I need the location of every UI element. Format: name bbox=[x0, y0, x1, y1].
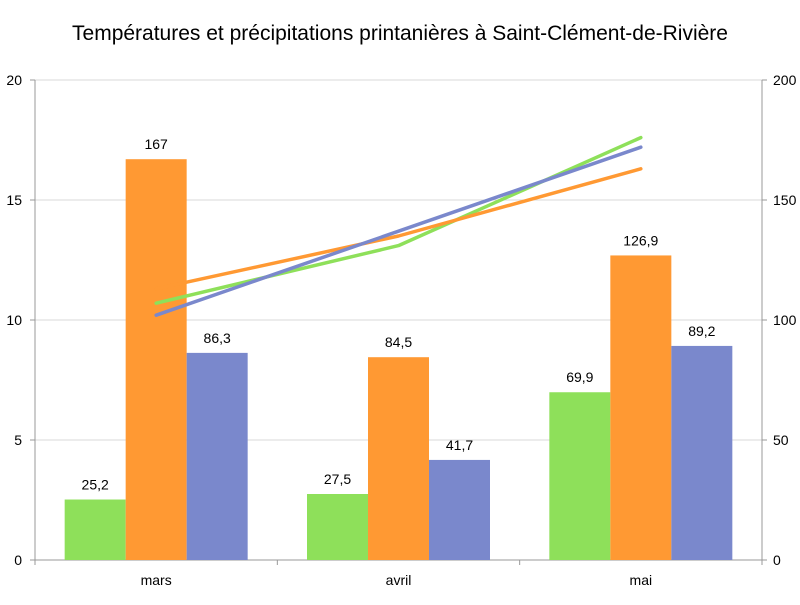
x-tick-label: mars bbox=[141, 572, 172, 588]
y-tick-right-label: 0 bbox=[773, 552, 781, 568]
bars bbox=[64, 159, 733, 560]
bar-value-label: 86,3 bbox=[204, 330, 231, 346]
x-tick-label: mai bbox=[630, 572, 653, 588]
bar-value-label: 167 bbox=[144, 136, 168, 152]
bar-value-label: 25,2 bbox=[82, 477, 109, 493]
y-tick-left-label: 20 bbox=[6, 72, 22, 88]
bar-value-label: 89,2 bbox=[688, 323, 715, 339]
bar bbox=[125, 159, 187, 560]
data-labels: 25,2 167 86,3 27,5 84,5 41,7 69,9 126,9 89,2 bbox=[82, 136, 716, 492]
trend-line bbox=[154, 135, 643, 305]
trend-line bbox=[154, 167, 643, 291]
bar-value-label: 126,9 bbox=[623, 232, 658, 248]
trend-line bbox=[154, 145, 643, 317]
y-tick-right-label: 100 bbox=[773, 312, 797, 328]
y-tick-left-label: 5 bbox=[14, 432, 22, 448]
bar bbox=[307, 494, 368, 560]
bar bbox=[64, 499, 126, 560]
bar bbox=[549, 392, 611, 560]
bar bbox=[368, 357, 429, 560]
y-tick-left-label: 15 bbox=[6, 192, 22, 208]
x-tick-label: avril bbox=[386, 572, 412, 588]
bar-value-label: 84,5 bbox=[385, 334, 412, 350]
bar bbox=[186, 352, 248, 560]
y-tick-right-label: 50 bbox=[773, 432, 789, 448]
trend-lines bbox=[154, 135, 643, 317]
bar bbox=[429, 459, 490, 560]
bar-value-label: 41,7 bbox=[446, 437, 473, 453]
bar bbox=[671, 345, 733, 560]
bar-value-label: 69,9 bbox=[566, 369, 593, 385]
y-tick-right-label: 150 bbox=[773, 192, 797, 208]
y-tick-left-label: 10 bbox=[6, 312, 22, 328]
y-tick-left-label: 0 bbox=[14, 552, 22, 568]
bar bbox=[610, 255, 672, 560]
chart-title: Températures et précipitations printaniè… bbox=[72, 22, 728, 45]
bar-value-label: 27,5 bbox=[324, 471, 351, 487]
y-tick-right-label: 200 bbox=[773, 72, 797, 88]
